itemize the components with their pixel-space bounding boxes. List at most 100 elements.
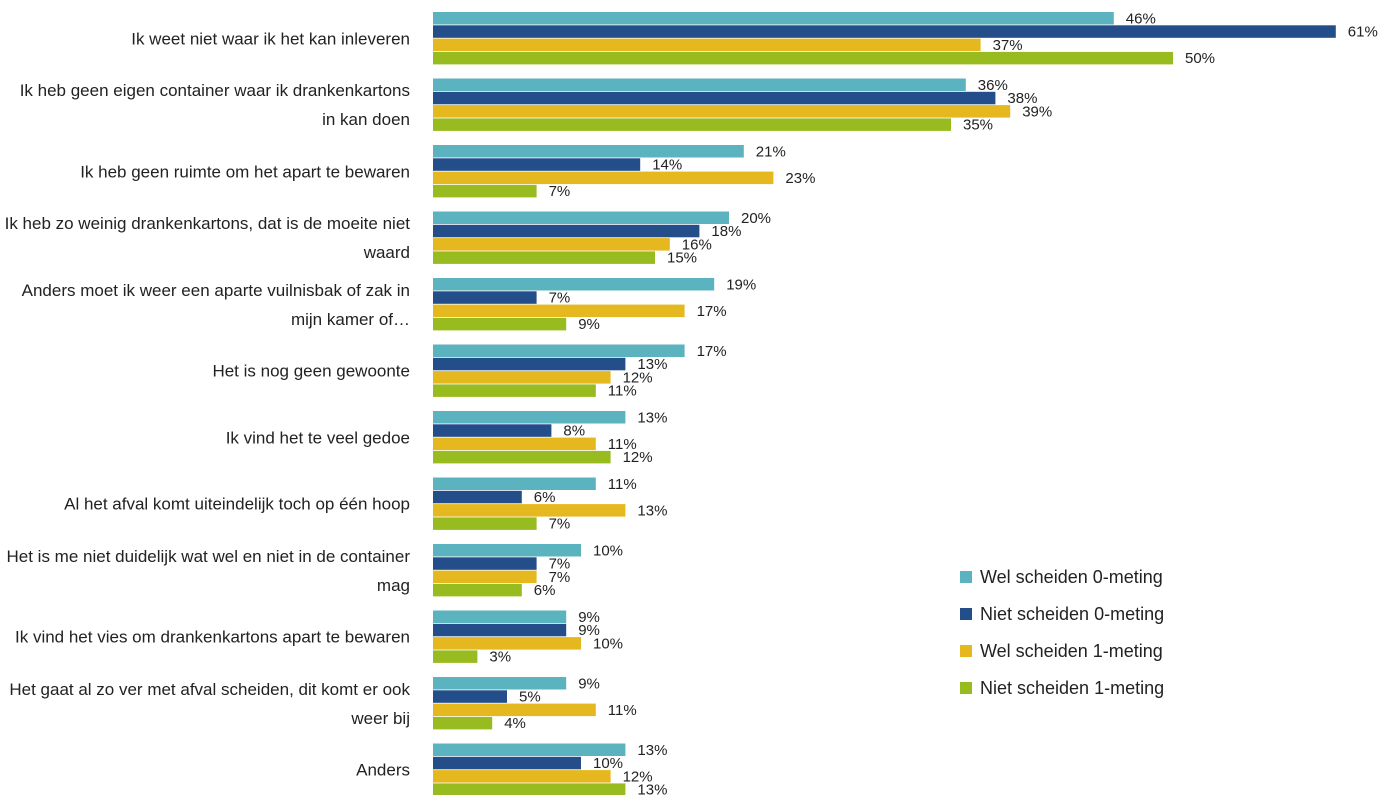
value-label: 9% <box>578 316 600 333</box>
bar <box>433 583 522 597</box>
value-label: 4% <box>504 715 526 732</box>
bar <box>433 450 611 464</box>
value-label: 36% <box>978 77 1008 94</box>
bar <box>433 38 981 52</box>
bar <box>433 623 567 637</box>
bar <box>433 716 493 730</box>
legend-swatch <box>960 571 972 583</box>
bar <box>433 770 611 783</box>
value-label: 12% <box>623 449 653 466</box>
value-label: 13% <box>637 782 667 795</box>
value-label: 37% <box>993 37 1023 54</box>
category-label: Ik vind het vies om drankenkartons apart… <box>15 627 410 647</box>
bar <box>433 544 581 557</box>
value-label: 10% <box>593 542 623 559</box>
category-label: Het gaat al zo ver met afval scheiden, d… <box>9 679 410 728</box>
legend-swatch <box>960 682 972 694</box>
bar <box>433 118 951 131</box>
value-label: 7% <box>549 290 571 307</box>
value-label: 11% <box>608 436 637 453</box>
value-label: 16% <box>682 236 712 253</box>
value-label: 10% <box>593 755 623 772</box>
bar <box>433 304 685 318</box>
value-label: 11% <box>608 383 637 400</box>
bar <box>433 610 567 623</box>
value-label: 39% <box>1022 103 1052 120</box>
value-label: 50% <box>1185 50 1215 67</box>
value-label: 38% <box>1007 90 1037 107</box>
value-label: 5% <box>519 689 541 706</box>
bar <box>433 677 567 690</box>
value-label: 9% <box>578 675 600 692</box>
bar <box>433 384 596 397</box>
value-label: 15% <box>667 250 697 267</box>
value-label: 12% <box>623 768 653 785</box>
category-label: Ik heb geen ruimte om het apart te bewar… <box>80 162 410 182</box>
bar <box>433 437 596 451</box>
value-label: 61% <box>1348 24 1378 41</box>
value-label: 13% <box>637 742 667 759</box>
bar <box>433 184 537 198</box>
bar <box>433 517 537 530</box>
bar <box>433 690 507 703</box>
bar <box>433 211 729 224</box>
bar <box>433 703 596 717</box>
bar <box>433 238 670 251</box>
bar <box>433 158 641 171</box>
bar <box>433 557 537 570</box>
value-label: 23% <box>785 170 815 187</box>
bar <box>433 51 1173 65</box>
value-label: 3% <box>489 649 511 666</box>
bar <box>433 224 700 238</box>
bar <box>433 171 774 185</box>
bar <box>433 743 626 756</box>
bar <box>433 78 966 91</box>
value-label: 9% <box>578 609 600 626</box>
value-label: 6% <box>534 489 556 506</box>
bar <box>433 357 626 371</box>
legend-label: Niet scheiden 1-meting <box>980 678 1164 698</box>
category-label: Ik vind het te veel gedoe <box>225 428 410 448</box>
category-label: Het is nog geen gewoonte <box>212 361 410 381</box>
legend-label: Niet scheiden 0-meting <box>980 604 1164 624</box>
legend-label: Wel scheiden 1-meting <box>980 641 1163 661</box>
category-label: Ik heb geen eigen container waar ik dran… <box>19 81 410 130</box>
value-label: 8% <box>563 423 585 440</box>
category-label: Anders <box>356 760 410 780</box>
value-label: 14% <box>652 157 682 174</box>
bar <box>433 105 1011 118</box>
value-label: 11% <box>608 702 637 719</box>
value-label: 17% <box>697 303 727 320</box>
value-label: 20% <box>741 210 771 227</box>
bar <box>433 411 626 424</box>
value-label: 6% <box>534 582 556 599</box>
bar <box>433 756 581 770</box>
value-label: 10% <box>593 635 623 652</box>
category-label: Al het afval komt uiteindelijk toch op é… <box>64 494 410 514</box>
bar <box>433 12 1114 25</box>
bar <box>433 570 537 584</box>
bar <box>433 145 744 158</box>
bar <box>433 25 1336 38</box>
bar <box>433 371 611 384</box>
value-label: 12% <box>623 369 653 386</box>
value-label: 35% <box>963 117 993 134</box>
value-label: 17% <box>697 343 727 360</box>
value-label: 13% <box>637 409 667 426</box>
value-label: 11% <box>608 476 637 493</box>
value-label: 13% <box>637 502 667 519</box>
bar <box>433 344 685 357</box>
value-label: 7% <box>549 569 571 586</box>
value-label: 46% <box>1126 10 1156 27</box>
legend-label: Wel scheiden 0-meting <box>980 567 1163 587</box>
bar <box>433 504 626 517</box>
value-label: 9% <box>578 622 600 639</box>
category-label: Anders moet ik weer een aparte vuilnisba… <box>21 280 410 329</box>
bar <box>433 91 996 105</box>
bar <box>433 317 567 331</box>
legend-swatch <box>960 608 972 620</box>
bar <box>433 637 581 650</box>
bar <box>433 783 626 795</box>
